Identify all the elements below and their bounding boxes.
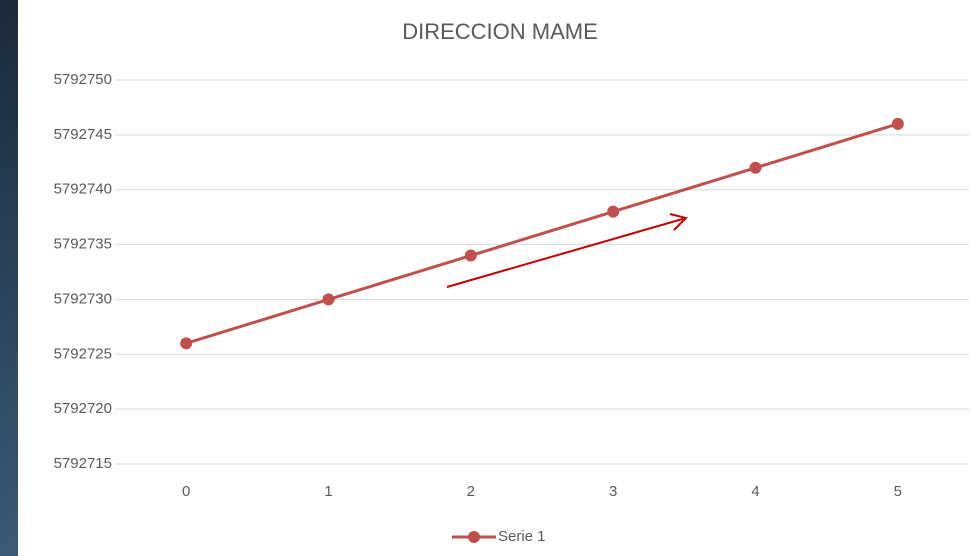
data-point xyxy=(891,117,904,130)
legend-label: Serie 1 xyxy=(498,528,546,545)
x-tick-label: 5 xyxy=(894,483,902,500)
data-point xyxy=(464,249,477,262)
x-tick-label: 0 xyxy=(182,483,190,500)
chart-area xyxy=(18,0,971,556)
y-tick-label: 5792745 xyxy=(54,126,112,143)
data-point xyxy=(322,293,335,306)
y-tick-label: 5792715 xyxy=(54,455,112,472)
y-tick-label: 5792725 xyxy=(54,345,112,362)
x-tick-label: 2 xyxy=(467,483,475,500)
y-tick-label: 5792750 xyxy=(54,71,112,88)
data-point xyxy=(607,205,620,218)
legend-marker xyxy=(468,531,480,543)
data-point xyxy=(180,337,193,350)
y-tick-label: 5792735 xyxy=(54,236,112,253)
annotation-arrow xyxy=(446,213,688,288)
chart-title: DIRECCION MAME xyxy=(402,19,598,44)
data-point xyxy=(749,161,762,174)
y-tick-label: 5792720 xyxy=(54,400,112,417)
series-line xyxy=(185,122,899,345)
x-tick-label: 1 xyxy=(324,483,332,500)
x-tick-label: 3 xyxy=(609,483,617,500)
y-tick-label: 5792730 xyxy=(54,290,112,307)
y-tick-label: 5792740 xyxy=(54,181,112,198)
x-tick-label: 4 xyxy=(751,483,759,500)
